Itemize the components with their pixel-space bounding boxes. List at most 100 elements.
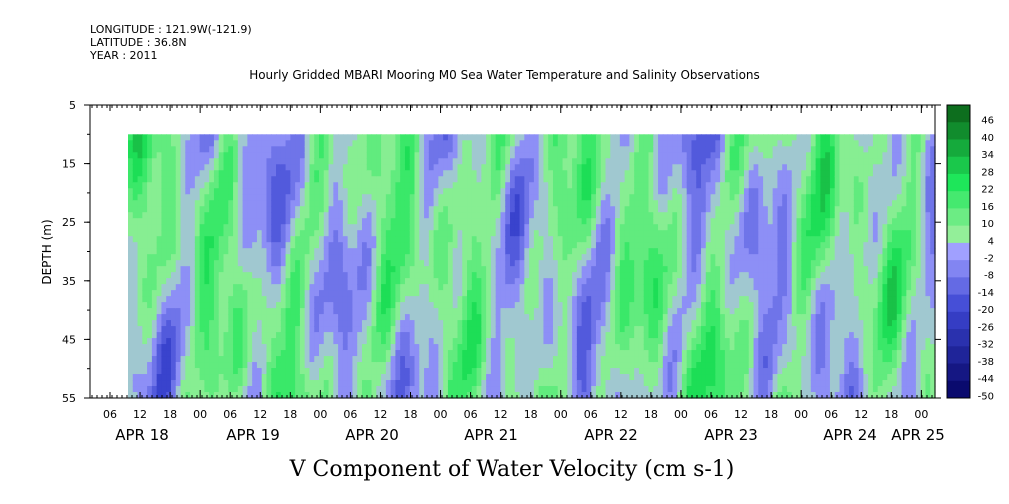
heat-cell — [223, 344, 229, 351]
heat-cell — [572, 278, 578, 285]
heat-cell — [428, 134, 435, 141]
heat-cell — [557, 278, 564, 285]
heat-cell — [352, 170, 358, 177]
heat-cell — [185, 242, 191, 249]
heat-cell — [653, 338, 659, 345]
heat-cell — [500, 368, 506, 375]
heat-cell — [185, 140, 191, 147]
heat-cell — [619, 218, 626, 225]
heat-cell — [514, 338, 521, 345]
heat-cell — [514, 170, 521, 177]
heat-cell — [319, 212, 325, 219]
heat-cell — [428, 224, 435, 231]
heat-cell — [400, 326, 406, 333]
heat-cell — [299, 266, 306, 273]
heat-cell — [280, 308, 287, 315]
heat-cell — [404, 152, 411, 159]
heat-cell — [147, 218, 153, 225]
heat-cell — [595, 326, 602, 333]
heat-cell — [462, 176, 468, 183]
heat-cell — [170, 218, 177, 225]
heat-cell — [314, 302, 320, 309]
heat-cell — [271, 380, 277, 387]
heat-cell — [519, 200, 525, 207]
heat-cell — [276, 302, 282, 309]
heat-cell — [194, 290, 201, 297]
heat-cell — [132, 272, 139, 279]
heat-cell — [610, 242, 616, 249]
heat-cell — [256, 350, 263, 357]
heat-cell — [600, 260, 607, 267]
heat-cell — [595, 194, 602, 201]
heat-cell — [185, 272, 191, 279]
heat-cell — [586, 194, 592, 201]
heat-cell — [400, 290, 406, 297]
heat-cell — [576, 272, 583, 279]
heat-cell — [538, 278, 545, 285]
heat-cell — [409, 158, 416, 165]
heat-cell — [658, 200, 664, 207]
heat-cell — [342, 212, 349, 219]
heat-cell — [147, 188, 153, 195]
heat-cell — [151, 332, 158, 339]
heat-cell — [147, 260, 153, 267]
heat-cell — [276, 194, 282, 201]
heat-cell — [390, 200, 397, 207]
heat-cell — [510, 224, 516, 231]
heat-cell — [447, 332, 454, 339]
heat-cell — [572, 392, 578, 399]
heat-cell — [371, 164, 377, 171]
heat-cell — [533, 134, 540, 141]
heat-cell — [576, 158, 583, 165]
heat-cell — [381, 368, 387, 375]
heat-cell — [510, 170, 516, 177]
heat-cell — [342, 278, 349, 285]
heat-cell — [280, 260, 287, 267]
heat-cell — [595, 260, 602, 267]
heat-cell — [600, 254, 607, 261]
heat-cell — [533, 182, 540, 189]
heat-cell — [557, 326, 564, 333]
heat-cell — [452, 146, 459, 153]
heat-cell — [309, 308, 315, 315]
heat-cell — [572, 386, 578, 393]
heat-cell — [237, 188, 244, 195]
heat-cell — [404, 230, 411, 237]
heat-cell — [319, 140, 325, 147]
heat-cell — [634, 140, 640, 147]
heat-cell — [548, 272, 554, 279]
heat-cell — [304, 320, 311, 327]
heat-cell — [213, 182, 220, 189]
heat-cell — [161, 236, 167, 243]
heat-cell — [204, 338, 210, 345]
heat-cell — [438, 326, 444, 333]
heat-cell — [266, 170, 272, 177]
heat-cell — [328, 356, 334, 363]
heat-cell — [562, 230, 568, 237]
heat-cell — [147, 194, 153, 201]
heat-cell — [424, 170, 430, 177]
heat-cell — [538, 158, 545, 165]
heat-cell — [190, 158, 196, 165]
heat-cell — [151, 386, 158, 393]
heat-cell — [385, 278, 392, 285]
heat-cell — [481, 236, 487, 243]
heat-cell — [486, 212, 492, 219]
heat-cell — [357, 380, 363, 387]
heat-cell — [543, 176, 549, 183]
heat-cell — [658, 320, 664, 327]
heat-cell — [505, 308, 511, 315]
heat-cell — [414, 188, 420, 195]
heat-cell — [424, 158, 430, 165]
heat-cell — [361, 170, 368, 177]
heat-cell — [266, 236, 272, 243]
heat-cell — [490, 284, 497, 291]
heat-cell — [347, 302, 354, 309]
heat-cell — [271, 392, 277, 399]
heat-cell — [295, 374, 301, 381]
heat-cell — [424, 260, 430, 267]
heat-cell — [228, 200, 234, 207]
heat-cell — [624, 362, 630, 369]
heat-cell — [643, 362, 650, 369]
heat-cell — [137, 182, 143, 189]
